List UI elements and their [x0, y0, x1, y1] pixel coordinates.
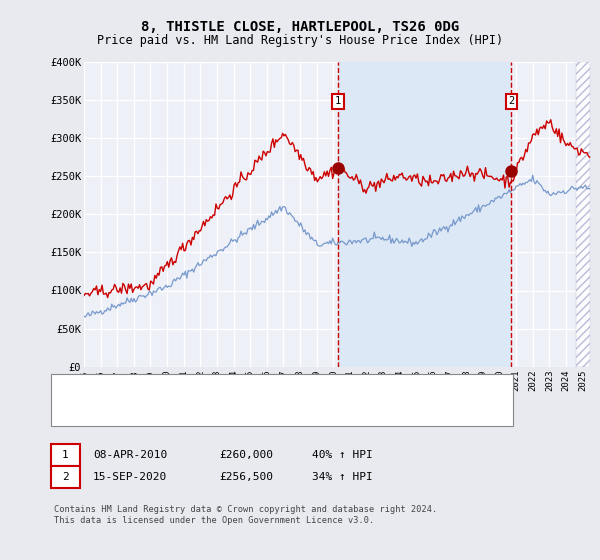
- Text: 8, THISTLE CLOSE, HARTLEPOOL, TS26 0DG: 8, THISTLE CLOSE, HARTLEPOOL, TS26 0DG: [141, 20, 459, 34]
- Text: 1: 1: [62, 450, 69, 460]
- Text: £260,000: £260,000: [219, 450, 273, 460]
- Bar: [338, 62, 511, 367]
- Text: 34% ↑ HPI: 34% ↑ HPI: [312, 472, 373, 482]
- Text: 8, THISTLE CLOSE, HARTLEPOOL, TS26 0DG (detached house): 8, THISTLE CLOSE, HARTLEPOOL, TS26 0DG (…: [117, 385, 461, 395]
- Text: Price paid vs. HM Land Registry's House Price Index (HPI): Price paid vs. HM Land Registry's House …: [97, 34, 503, 46]
- Text: 08-APR-2010: 08-APR-2010: [93, 450, 167, 460]
- Text: 40% ↑ HPI: 40% ↑ HPI: [312, 450, 373, 460]
- Text: Contains HM Land Registry data © Crown copyright and database right 2024.
This d: Contains HM Land Registry data © Crown c…: [54, 505, 437, 525]
- Text: HPI: Average price, detached house, Hartlepool: HPI: Average price, detached house, Hart…: [117, 405, 404, 415]
- Text: 1: 1: [335, 96, 341, 106]
- Text: 2: 2: [508, 96, 515, 106]
- Text: £256,500: £256,500: [219, 472, 273, 482]
- Text: 2: 2: [62, 472, 69, 482]
- Text: 15-SEP-2020: 15-SEP-2020: [93, 472, 167, 482]
